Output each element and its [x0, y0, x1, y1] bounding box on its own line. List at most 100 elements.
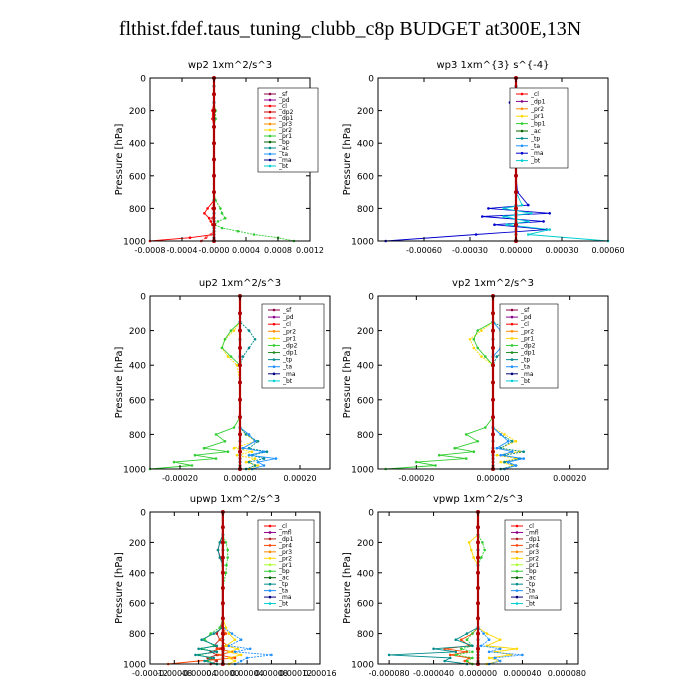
data-point [438, 453, 441, 457]
legend-marker [510, 337, 514, 340]
legend-label: _bt [525, 601, 536, 608]
y-tick-label: 400 [129, 362, 146, 372]
series-line-cl [149, 78, 215, 242]
data-point [527, 233, 530, 236]
legend-marker [520, 144, 524, 148]
legend-label: _bp [278, 568, 290, 575]
data-point [220, 646, 225, 651]
data-point [530, 212, 533, 215]
x-tick-label: -0.00030 [452, 246, 488, 255]
x-tick-label: -0.00012 [132, 669, 168, 678]
y-axis-label: Pressure [hPa] [342, 124, 353, 196]
data-point [215, 650, 219, 654]
data-point [498, 659, 502, 663]
data-point [216, 653, 220, 657]
x-tick-label: 0.00030 [545, 246, 578, 255]
legend-marker [272, 337, 276, 340]
data-point [197, 647, 200, 651]
y-tick-label: 200 [129, 107, 146, 117]
data-point [548, 212, 551, 215]
data-point [472, 556, 475, 559]
legend-marker [272, 358, 276, 361]
data-point [212, 92, 216, 97]
data-point [476, 570, 480, 575]
data-point [216, 220, 220, 223]
y-tick-label: 600 [357, 396, 374, 406]
y-tick-label: 200 [129, 327, 146, 337]
legend-marker [268, 524, 272, 528]
legend-marker [515, 589, 519, 592]
data-point [202, 446, 206, 450]
legend-marker [510, 372, 514, 376]
data-point [493, 656, 497, 660]
legend-marker [268, 158, 272, 162]
chart-panel-5: upwp 1xm^2/s^3 Pressure [hPa] 0 200 400 600 80… [114, 494, 337, 678]
legend-label: _ma [520, 371, 534, 378]
data-point [245, 656, 249, 660]
data-point [520, 203, 524, 207]
data-point [241, 446, 245, 450]
data-point [487, 650, 491, 654]
data-point [542, 220, 545, 223]
x-tick-label: 0.00008 [255, 669, 288, 678]
data-point [262, 457, 266, 460]
legend-marker [515, 537, 519, 541]
legend-marker [510, 329, 514, 333]
data-point [476, 540, 480, 545]
legend-label: _dp1 [520, 350, 536, 357]
x-tick-label: -0.000080 [369, 669, 410, 678]
data-point [465, 632, 469, 635]
data-point [495, 446, 499, 450]
data-point [476, 646, 480, 651]
legend-marker [510, 308, 514, 312]
data-point [212, 206, 216, 211]
data-point [548, 228, 551, 231]
y-tick-label: 0 [368, 75, 374, 85]
legend-label: _ta [525, 588, 535, 595]
x-tick-label: -0.000040 [413, 669, 454, 678]
y-tick-label: 800 [357, 205, 374, 215]
data-point [514, 206, 518, 211]
data-point [253, 457, 257, 460]
legend-label: _cl [278, 103, 287, 110]
x-tick-label: 0.0012 [296, 246, 324, 255]
data-point [484, 355, 487, 358]
legend-label: _pd [282, 314, 294, 321]
y-tick-label: 800 [357, 630, 374, 640]
legend-marker [515, 531, 519, 534]
x-tick-label: 0.00016 [303, 669, 336, 678]
data-point [476, 346, 480, 350]
data-point [481, 215, 484, 218]
data-point [491, 328, 495, 333]
data-point [434, 464, 437, 467]
data-point [470, 548, 473, 552]
data-point [460, 647, 463, 651]
x-tick-label: -0.0008 [135, 246, 166, 255]
legend-label: _bt [520, 378, 531, 385]
data-point [220, 226, 224, 230]
data-point [274, 457, 278, 460]
data-point [453, 446, 457, 450]
data-point [463, 659, 467, 663]
data-point [465, 659, 469, 663]
legend-box [509, 87, 569, 169]
data-point [262, 450, 266, 454]
x-tick-label: -0.00020 [398, 474, 434, 483]
data-point [236, 647, 240, 651]
data-point [204, 236, 208, 239]
x-tick-label: 0.0004 [232, 246, 260, 255]
data-point [209, 233, 213, 236]
data-point [432, 647, 435, 651]
legend-marker [268, 595, 272, 599]
legend-label: _dp1 [278, 115, 294, 122]
data-point [253, 464, 257, 467]
data-point [223, 216, 227, 220]
legend-marker [272, 322, 276, 326]
data-point [218, 638, 222, 641]
data-point [223, 338, 227, 341]
data-point [206, 207, 209, 210]
data-point [212, 108, 216, 113]
legend-marker [515, 602, 519, 605]
legend-marker [515, 563, 519, 567]
